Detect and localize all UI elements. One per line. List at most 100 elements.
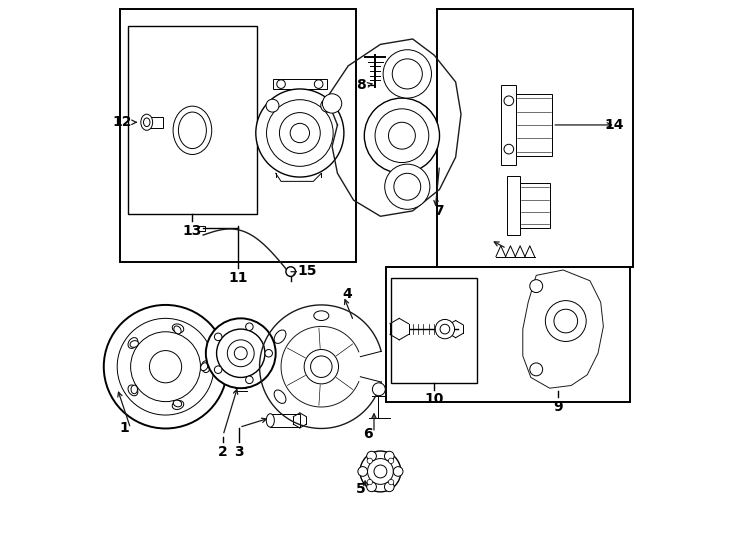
Ellipse shape: [174, 326, 181, 334]
Text: 5: 5: [356, 482, 366, 496]
Circle shape: [321, 99, 334, 112]
Circle shape: [367, 458, 372, 463]
Circle shape: [374, 465, 387, 478]
Circle shape: [290, 123, 310, 143]
Ellipse shape: [128, 338, 138, 348]
Circle shape: [392, 59, 422, 89]
Circle shape: [367, 451, 377, 461]
Text: 11: 11: [228, 271, 248, 285]
Bar: [391, 278, 477, 383]
Circle shape: [360, 451, 401, 492]
Text: 8: 8: [356, 78, 366, 92]
Circle shape: [310, 356, 332, 377]
Circle shape: [545, 301, 586, 341]
Circle shape: [266, 99, 279, 112]
Circle shape: [150, 350, 181, 383]
Text: 15: 15: [297, 264, 316, 278]
Ellipse shape: [144, 118, 150, 126]
Circle shape: [265, 349, 272, 357]
Text: 14: 14: [604, 118, 624, 132]
Ellipse shape: [266, 414, 275, 427]
Ellipse shape: [141, 114, 153, 130]
Bar: [386, 267, 631, 402]
Circle shape: [388, 480, 393, 485]
Circle shape: [554, 309, 578, 333]
Bar: [437, 9, 633, 267]
Ellipse shape: [172, 324, 184, 333]
Bar: [120, 9, 356, 262]
Text: 6: 6: [363, 427, 373, 441]
Ellipse shape: [178, 112, 206, 148]
Ellipse shape: [274, 390, 286, 403]
Ellipse shape: [202, 361, 210, 373]
Circle shape: [367, 480, 372, 485]
Ellipse shape: [274, 330, 286, 343]
Ellipse shape: [172, 401, 184, 409]
Circle shape: [367, 482, 377, 491]
Circle shape: [435, 320, 454, 339]
Text: 12: 12: [113, 115, 132, 129]
Circle shape: [280, 113, 320, 153]
Circle shape: [214, 333, 222, 341]
Circle shape: [530, 363, 542, 376]
Bar: [270, 414, 300, 427]
Text: 4: 4: [343, 287, 352, 301]
Circle shape: [530, 280, 542, 293]
Bar: [506, 176, 520, 235]
Text: 13: 13: [183, 224, 202, 238]
Circle shape: [383, 50, 432, 98]
Text: 3: 3: [234, 444, 244, 458]
Text: 9: 9: [553, 400, 562, 414]
Bar: [150, 117, 163, 127]
Ellipse shape: [173, 400, 182, 407]
Ellipse shape: [130, 341, 139, 347]
Ellipse shape: [131, 385, 137, 394]
Bar: [163, 349, 168, 350]
Ellipse shape: [200, 363, 208, 370]
Circle shape: [368, 458, 393, 484]
Circle shape: [364, 98, 440, 173]
Circle shape: [131, 332, 200, 402]
Circle shape: [372, 383, 385, 396]
Text: 2: 2: [218, 444, 228, 458]
Circle shape: [255, 89, 344, 177]
Circle shape: [117, 319, 214, 415]
Circle shape: [234, 347, 247, 360]
Circle shape: [214, 366, 222, 374]
Ellipse shape: [128, 385, 138, 396]
Circle shape: [314, 80, 323, 89]
Circle shape: [322, 94, 342, 113]
Text: 7: 7: [434, 204, 444, 218]
Circle shape: [304, 349, 338, 384]
Circle shape: [217, 329, 265, 377]
Circle shape: [206, 319, 276, 388]
Circle shape: [228, 340, 254, 367]
Text: 1: 1: [119, 422, 129, 435]
Circle shape: [388, 458, 393, 463]
Polygon shape: [523, 270, 603, 388]
Circle shape: [246, 323, 253, 330]
Circle shape: [375, 109, 429, 163]
Circle shape: [393, 467, 403, 476]
Circle shape: [286, 267, 296, 276]
Circle shape: [385, 482, 394, 491]
Circle shape: [388, 122, 415, 149]
Circle shape: [385, 451, 394, 461]
Circle shape: [266, 100, 333, 166]
Circle shape: [103, 305, 228, 428]
Bar: [197, 226, 205, 231]
Bar: [273, 79, 327, 89]
Text: 10: 10: [424, 393, 444, 407]
Circle shape: [504, 96, 514, 106]
Bar: [516, 94, 553, 156]
Circle shape: [358, 467, 368, 476]
Circle shape: [394, 173, 421, 200]
Bar: [128, 25, 257, 214]
Circle shape: [385, 164, 430, 210]
Circle shape: [246, 376, 253, 383]
Circle shape: [440, 324, 450, 334]
Circle shape: [277, 80, 286, 89]
Ellipse shape: [173, 106, 211, 154]
Circle shape: [504, 144, 514, 154]
Ellipse shape: [314, 311, 329, 321]
